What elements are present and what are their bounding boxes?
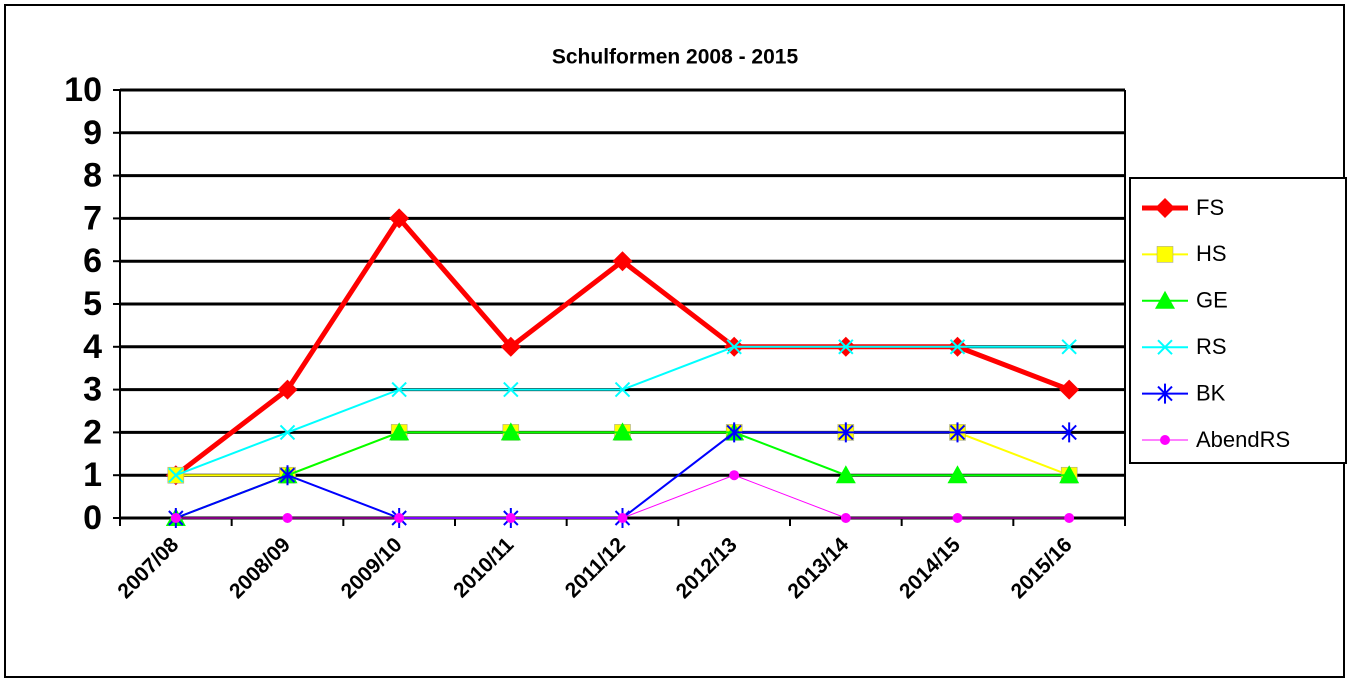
point [500, 336, 521, 357]
point [617, 513, 628, 523]
y-tick-label: 8 [83, 157, 102, 195]
legend-marker [1155, 198, 1175, 218]
point [279, 424, 296, 441]
point [952, 513, 963, 523]
point [503, 381, 519, 398]
point [838, 422, 854, 443]
point [168, 467, 184, 483]
point [838, 339, 854, 355]
point [277, 379, 298, 400]
point [729, 470, 740, 481]
legend-marker [1156, 246, 1174, 263]
legend-label: HS [1196, 241, 1227, 266]
y-tick-label: 6 [83, 242, 102, 280]
point [500, 422, 521, 441]
legend-marker [1160, 435, 1170, 445]
legend-marker [1155, 290, 1175, 309]
point [394, 513, 405, 523]
point [612, 251, 633, 272]
y-tick-label: 5 [83, 285, 102, 323]
y-tick-label: 9 [83, 114, 102, 152]
point [391, 381, 407, 398]
point [949, 422, 966, 443]
point [282, 513, 293, 523]
point [947, 465, 968, 484]
y-tick-label: 3 [83, 371, 102, 409]
chart-frame [4, 4, 1345, 678]
legend-label: GE [1196, 288, 1228, 313]
point [726, 339, 742, 355]
y-tick-label: 1 [83, 456, 102, 494]
point [1059, 465, 1080, 484]
point [279, 465, 296, 486]
legend-label: BK [1196, 380, 1226, 405]
point [726, 422, 742, 443]
legend-label: AbendRS [1196, 427, 1290, 452]
point [1061, 422, 1077, 443]
point [614, 381, 631, 398]
point [840, 513, 851, 523]
point [1064, 513, 1075, 523]
point [389, 422, 410, 441]
legend-box [1129, 177, 1347, 464]
y-tick-label: 0 [83, 499, 102, 537]
y-tick-label: 10 [64, 71, 102, 109]
point [505, 513, 516, 523]
y-tick-label: 2 [83, 413, 102, 451]
chart-title: Schulformen 2008 - 2015 [552, 46, 799, 69]
point [612, 422, 633, 441]
point [949, 339, 966, 355]
y-tick-label: 7 [83, 199, 102, 237]
legend-marker [1157, 383, 1173, 404]
point [1061, 339, 1077, 355]
point [389, 208, 410, 229]
legend-marker [1157, 339, 1173, 355]
point [835, 465, 856, 484]
point [170, 513, 181, 523]
y-tick-label: 4 [83, 328, 102, 366]
point [1059, 379, 1080, 400]
legend-label: RS [1196, 334, 1227, 359]
legend-label: FS [1196, 195, 1224, 220]
